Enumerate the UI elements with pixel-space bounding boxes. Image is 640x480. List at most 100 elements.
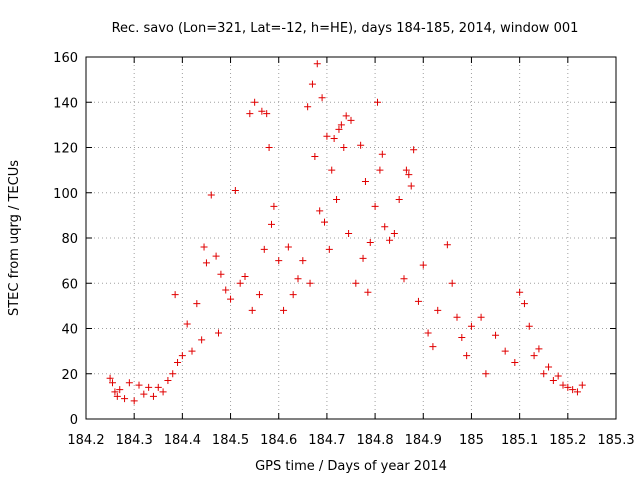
- data-point: [311, 153, 319, 161]
- x-tick-label: 184.2: [67, 433, 104, 448]
- data-point: [236, 279, 244, 287]
- data-point: [366, 239, 374, 247]
- data-point: [364, 288, 372, 296]
- data-point: [402, 166, 410, 174]
- x-tick-label: 185.3: [597, 433, 634, 448]
- data-point: [113, 392, 121, 400]
- x-tick-label: 184.4: [164, 433, 201, 448]
- chart-title: Rec. savo (Lon=321, Lat=-12, h=HE), days…: [112, 21, 579, 36]
- data-point: [200, 243, 208, 251]
- data-point: [116, 386, 124, 394]
- data-point: [217, 270, 225, 278]
- data-point: [335, 125, 343, 133]
- data-point: [258, 107, 266, 115]
- data-point: [569, 386, 577, 394]
- data-point: [284, 243, 292, 251]
- y-axis-label: STEC from uqrg / TECUs: [7, 160, 22, 316]
- data-point: [130, 397, 138, 405]
- y-tick-label: 20: [61, 368, 78, 383]
- grid-layer: [86, 57, 616, 419]
- data-point: [231, 186, 239, 194]
- data-point: [313, 60, 321, 68]
- data-point: [371, 202, 379, 210]
- data-point: [419, 261, 427, 269]
- y-tick-label: 100: [53, 187, 78, 202]
- data-point: [178, 352, 186, 360]
- data-point: [395, 196, 403, 204]
- ticks-layer: 184.2 184.3 184.4 184.5 184.6 184.7 184.8 184.9…: [53, 51, 634, 448]
- data-point: [530, 352, 538, 360]
- data-point: [378, 150, 386, 158]
- data-point: [340, 144, 348, 151]
- data-point: [492, 331, 500, 339]
- data-point: [407, 182, 415, 190]
- data-point: [545, 363, 553, 371]
- x-tick-label: 184.8: [356, 433, 393, 448]
- data-point: [323, 132, 331, 140]
- data-point: [535, 345, 543, 353]
- data-point: [318, 94, 326, 102]
- x-tick-label: 184.6: [260, 433, 297, 448]
- data-point: [111, 388, 119, 396]
- data-point: [347, 116, 355, 124]
- y-tick-label: 160: [53, 51, 78, 66]
- y-tick-label: 140: [53, 96, 78, 111]
- data-point: [342, 112, 350, 120]
- data-point: [275, 257, 283, 265]
- x-tick-label: 184.9: [405, 433, 442, 448]
- data-point: [270, 202, 278, 210]
- x-tick-label: 185.1: [501, 433, 538, 448]
- data-point: [154, 383, 162, 391]
- data-point: [352, 279, 360, 287]
- data-point: [549, 377, 557, 385]
- y-tick-label: 120: [53, 142, 78, 157]
- data-point: [109, 379, 116, 387]
- x-axis-label: GPS time / Days of year 2014: [255, 459, 447, 474]
- data-point: [405, 171, 413, 179]
- data-point: [188, 347, 196, 355]
- data-point: [520, 300, 528, 308]
- data-point: [477, 313, 485, 321]
- data-point: [482, 370, 490, 378]
- data-point: [248, 306, 256, 314]
- data-point: [467, 322, 475, 330]
- y-tick-label: 0: [70, 413, 78, 428]
- data-point: [330, 134, 338, 142]
- data-point: [207, 191, 215, 199]
- data-point: [414, 297, 422, 305]
- data-point: [316, 207, 324, 215]
- data-point: [359, 254, 367, 262]
- data-point: [193, 300, 201, 308]
- data-point: [304, 103, 312, 111]
- data-point: [573, 388, 581, 396]
- data-point: [325, 245, 333, 253]
- data-point: [159, 388, 167, 396]
- data-point: [578, 381, 586, 389]
- data-point: [390, 229, 398, 237]
- data-point: [246, 110, 254, 118]
- data-point: [263, 110, 271, 118]
- data-point: [559, 381, 567, 389]
- data-point: [511, 358, 519, 366]
- data-point: [453, 313, 461, 321]
- data-point: [400, 275, 408, 283]
- data-point: [171, 291, 179, 299]
- x-tick-label: 184.7: [308, 433, 345, 448]
- y-tick-label: 60: [61, 277, 78, 292]
- x-tick-label: 185: [459, 433, 484, 448]
- x-tick-label: 184.5: [212, 433, 249, 448]
- data-point: [149, 392, 157, 400]
- data-point: [443, 241, 451, 249]
- data-point: [121, 395, 129, 403]
- x-tick-label: 185.2: [549, 433, 586, 448]
- data-point: [540, 370, 548, 378]
- data-point: [135, 381, 143, 389]
- data-point: [145, 383, 153, 391]
- data-point: [140, 390, 148, 398]
- data-point: [164, 377, 172, 385]
- data-point: [564, 383, 572, 391]
- data-point: [174, 358, 182, 366]
- data-point: [434, 306, 442, 314]
